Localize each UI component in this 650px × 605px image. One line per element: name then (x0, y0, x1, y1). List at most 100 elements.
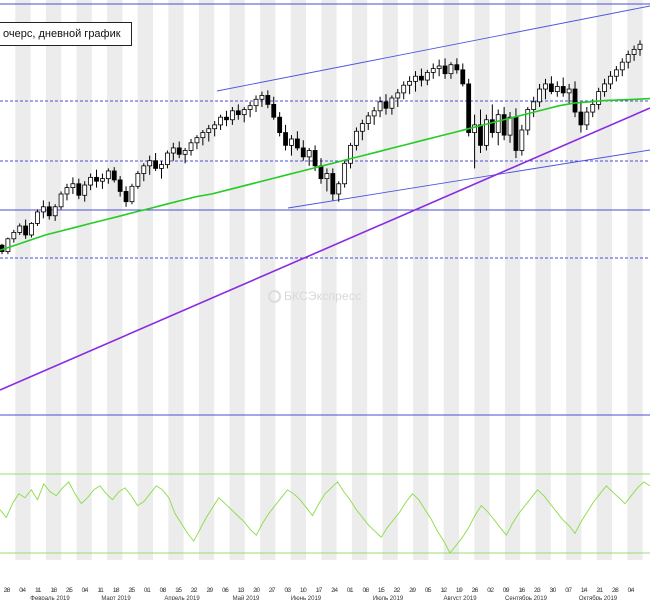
candle (170, 142, 176, 161)
candle (294, 131, 300, 151)
x-day-label: 29 (206, 588, 213, 594)
candle-body (82, 184, 88, 196)
candle (247, 101, 253, 118)
candle (194, 135, 200, 150)
candle-body (584, 111, 590, 126)
candle (501, 106, 507, 141)
candle (52, 204, 58, 221)
candle (537, 83, 542, 107)
candle-body (176, 147, 182, 155)
candle-body (277, 116, 283, 133)
candle-body (147, 160, 153, 167)
candle-body (294, 138, 300, 149)
candle (253, 95, 259, 113)
x-day-label: 13 (238, 588, 245, 594)
candle (572, 81, 578, 118)
candle-body (531, 101, 537, 110)
candle-body (537, 88, 542, 103)
candle (401, 81, 407, 100)
candle-body (141, 165, 147, 174)
week-shade (76, 0, 92, 560)
x-day-label: 27 (269, 588, 276, 594)
candle (631, 45, 637, 61)
candle (608, 71, 613, 90)
candle-body (602, 83, 607, 92)
x-day-label: 12 (440, 588, 447, 594)
candle-body (554, 86, 560, 93)
candle (348, 142, 353, 169)
candle (70, 177, 76, 194)
chart-title: очерс, дневной график (0, 22, 132, 46)
candle (82, 181, 88, 202)
candle-body (29, 223, 34, 236)
week-shade (443, 0, 459, 560)
candle-body (619, 61, 625, 71)
candle-body (578, 111, 584, 126)
candle-body (489, 119, 495, 133)
candle (625, 50, 631, 69)
candle (389, 95, 395, 115)
candle (17, 223, 23, 235)
candle-body (566, 88, 572, 94)
x-day-label: 14 (581, 588, 588, 594)
candle (407, 76, 413, 95)
week-shade (137, 0, 153, 560)
candle-body (590, 104, 596, 113)
candle (531, 96, 537, 118)
week-shade (566, 0, 582, 560)
candle-body (17, 225, 23, 233)
candle-body (123, 191, 129, 203)
candle (29, 222, 34, 238)
candle (159, 160, 164, 179)
candle (324, 168, 330, 192)
candle-body (300, 147, 306, 158)
candle-body (224, 116, 229, 121)
x-day-label: 03 (284, 588, 291, 594)
x-day-label: 04 (82, 588, 89, 594)
candle (548, 76, 554, 95)
x-day-label: 15 (378, 588, 385, 594)
candle (436, 59, 442, 77)
x-day-label: 18 (113, 588, 120, 594)
candle (300, 140, 306, 161)
candle-body (359, 123, 365, 132)
candle (419, 68, 424, 87)
candle-body (165, 152, 170, 165)
x-month-label: Май 2019 (233, 595, 260, 600)
candle (478, 109, 483, 154)
week-shade (351, 0, 368, 560)
x-day-label: 21 (596, 588, 603, 594)
candle-body (525, 109, 531, 131)
candle (560, 77, 566, 97)
candle-body (371, 110, 377, 117)
candle-body (11, 231, 17, 240)
candle (354, 127, 359, 151)
candle-body (5, 238, 11, 253)
candle (336, 181, 342, 202)
candle (377, 96, 383, 118)
candle (454, 58, 460, 74)
candle (525, 106, 531, 136)
watermark-logo-icon (268, 290, 281, 303)
candle (76, 178, 82, 200)
candle-body (631, 48, 637, 55)
candle (283, 124, 288, 151)
candle (619, 58, 625, 77)
candle-body (306, 150, 312, 158)
candle (554, 81, 560, 97)
candle-body (153, 160, 158, 169)
candle-body (613, 69, 619, 77)
candle-body (218, 116, 223, 126)
candle (519, 124, 525, 156)
candle-body (206, 128, 212, 133)
candle (543, 78, 548, 100)
candle-body (448, 64, 454, 75)
candle-body (52, 206, 58, 217)
long-trend-line (0, 107, 650, 391)
week-shade (168, 0, 184, 560)
candle-body (348, 144, 353, 164)
week-shade (504, 0, 521, 560)
week-shade (474, 0, 490, 560)
week-shade (15, 0, 31, 560)
